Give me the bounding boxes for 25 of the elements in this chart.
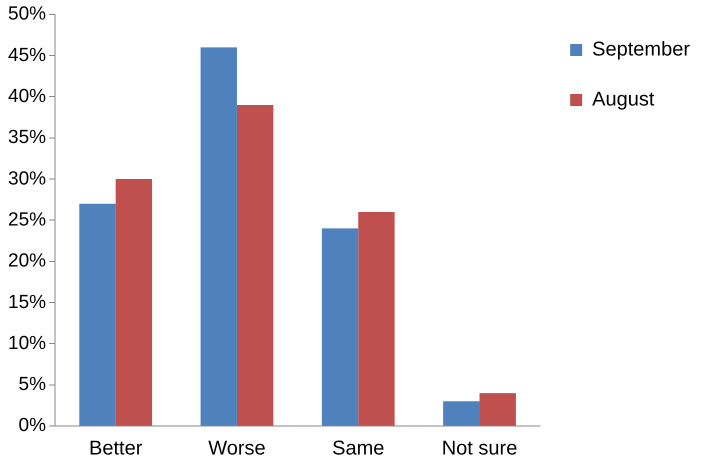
bar	[116, 179, 152, 426]
y-tick-label: 0%	[18, 415, 46, 436]
legend-label: August	[592, 88, 655, 111]
bar	[358, 212, 395, 426]
y-tick-label: 15%	[8, 292, 46, 313]
x-tick-label: Worse	[208, 438, 266, 460]
y-tick-label: 30%	[8, 168, 46, 190]
legend-label: September	[592, 38, 690, 61]
bar	[79, 204, 116, 426]
y-tick-label: 25%	[8, 209, 46, 230]
bar	[236, 104, 274, 426]
y-tick-label: 20%	[8, 250, 46, 272]
x-tick-label: Better	[88, 438, 143, 460]
y-tick-label: 5%	[18, 374, 46, 396]
y-tick-label: 10%	[8, 332, 46, 354]
bar	[443, 401, 480, 426]
y-tick-label: 45%	[8, 44, 46, 66]
y-tick-label: 35%	[8, 127, 46, 148]
bar	[480, 393, 516, 426]
y-tick-label: 40%	[8, 86, 46, 107]
x-tick-label: Same	[332, 438, 384, 460]
y-tick-label: 50%	[8, 4, 46, 25]
bar	[200, 47, 237, 426]
x-tick-label: Not sure	[442, 438, 518, 460]
bar	[322, 228, 358, 426]
